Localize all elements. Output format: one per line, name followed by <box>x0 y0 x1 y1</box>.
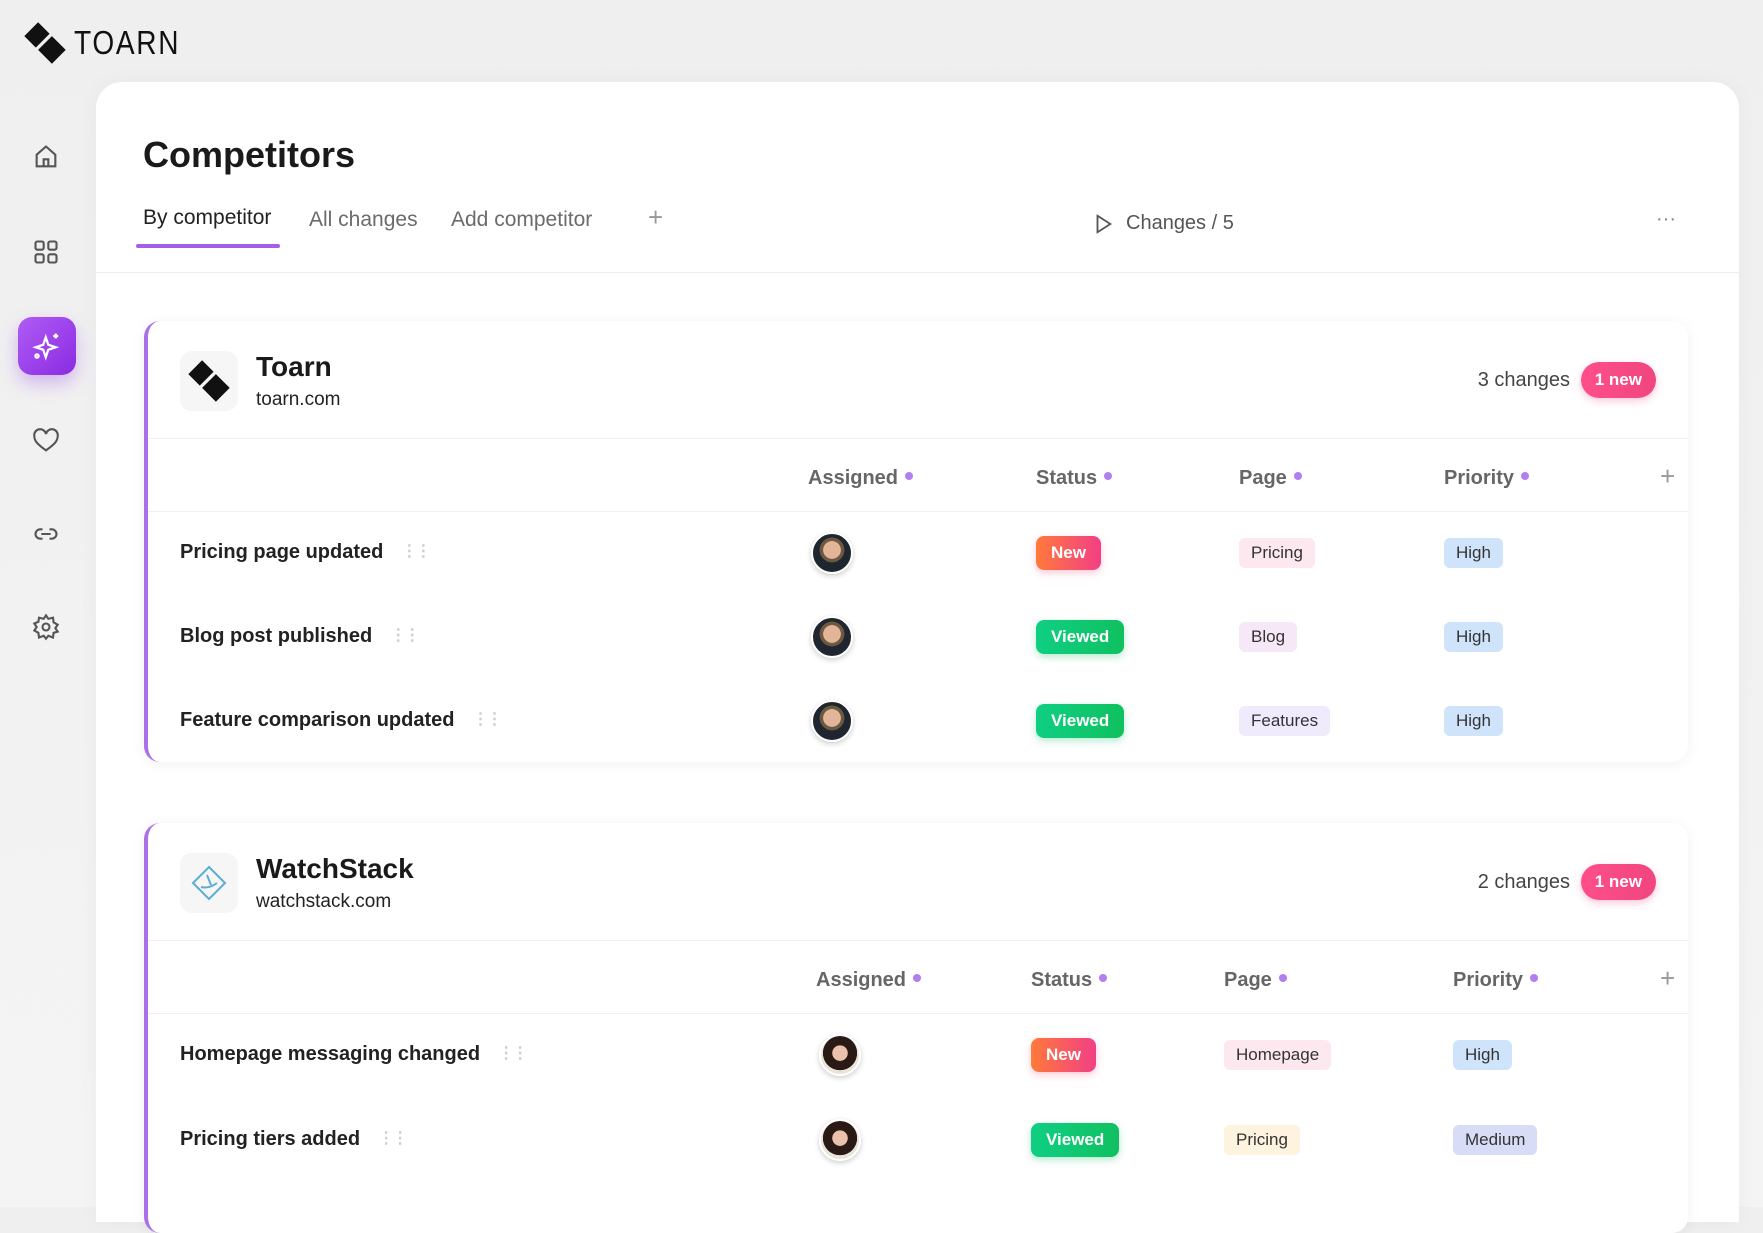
assignee-avatar[interactable] <box>819 1034 861 1076</box>
status-badge[interactable]: Viewed <box>1036 620 1125 654</box>
column-header-page[interactable]: Page <box>1224 969 1287 992</box>
home-icon <box>35 145 57 168</box>
tab-add-competitor[interactable]: Add competitor <box>451 208 593 231</box>
competitor-header[interactable]: WatchStack watchstack.com 2 changes 1 ne… <box>148 823 1688 941</box>
priority-tag[interactable]: High <box>1444 622 1503 652</box>
active-tab-indicator <box>136 244 280 248</box>
competitor-card: Toarn toarn.com 3 changes 1 new Assigned S… <box>144 321 1688 762</box>
changes-player-button[interactable]: Changes / 5 <box>1092 212 1234 235</box>
header-divider <box>148 1013 1688 1014</box>
column-header-priority[interactable]: Priority <box>1444 467 1529 490</box>
add-tab-button[interactable]: + <box>648 202 664 232</box>
competitor-name: Toarn <box>256 351 332 382</box>
drag-handle-icon[interactable]: ⋮⋮ <box>378 1130 408 1147</box>
page-tag[interactable]: Pricing <box>1239 538 1315 568</box>
toarn-logo-icon <box>188 360 230 402</box>
assignee-avatar[interactable] <box>811 700 853 742</box>
drag-handle-icon[interactable]: ⋮⋮ <box>472 711 503 728</box>
priority-tag[interactable]: High <box>1453 1040 1512 1070</box>
assignee-avatar[interactable] <box>819 1119 861 1161</box>
competitor-name: WatchStack <box>256 853 414 884</box>
toarn-logo-icon <box>24 22 66 64</box>
assignee-avatar[interactable] <box>811 616 853 658</box>
main-panel: Competitors By competitor All changes Ad… <box>96 82 1739 1233</box>
link-icon <box>34 528 58 540</box>
change-title-text: Homepage messaging changed <box>180 1043 481 1065</box>
add-column-button[interactable]: + <box>1660 963 1676 993</box>
gear-icon <box>32 613 60 641</box>
drag-handle-icon[interactable]: ⋮⋮ <box>401 543 431 560</box>
assignee-avatar[interactable] <box>811 532 853 574</box>
tab-by-competitor[interactable]: By competitor <box>143 206 272 229</box>
status-badge[interactable]: Viewed <box>1031 1123 1120 1157</box>
change-title-text: Feature comparison updated <box>180 709 455 731</box>
sidebar-item-links[interactable] <box>22 510 70 558</box>
column-header-status[interactable]: Status <box>1036 467 1112 490</box>
add-column-button[interactable]: + <box>1660 461 1676 491</box>
column-header-page[interactable]: Page <box>1239 467 1302 490</box>
competitor-logo <box>180 853 238 913</box>
competitor-domain: toarn.com <box>256 389 341 410</box>
page-title: Competitors <box>143 134 356 175</box>
heart-icon <box>33 428 59 452</box>
change-row-title[interactable]: Blog post published ⋮⋮ <box>180 625 420 648</box>
competitor-logo <box>180 351 238 411</box>
change-row-title[interactable]: Pricing tiers added ⋮⋮ <box>180 1128 408 1151</box>
status-badge[interactable]: Viewed <box>1036 704 1125 738</box>
status-badge[interactable]: New <box>1036 536 1101 570</box>
priority-tag[interactable]: High <box>1444 706 1503 736</box>
change-row-title[interactable]: Pricing page updated ⋮⋮ <box>180 541 431 564</box>
column-header-assigned[interactable]: Assigned <box>816 969 921 992</box>
change-title-text: Pricing tiers added <box>180 1128 361 1150</box>
page-tag[interactable]: Homepage <box>1224 1040 1332 1070</box>
column-header-status[interactable]: Status <box>1031 969 1107 992</box>
competitor-header[interactable]: Toarn toarn.com 3 changes 1 new <box>148 321 1688 439</box>
drag-handle-icon[interactable]: ⋮⋮ <box>390 627 420 644</box>
watchstack-logo-icon <box>191 865 227 901</box>
changes-counter: Changes / 5 <box>1126 212 1234 234</box>
priority-tag[interactable]: Medium <box>1453 1125 1538 1155</box>
competitor-domain: watchstack.com <box>256 891 392 912</box>
change-title-text: Pricing page updated <box>180 541 384 563</box>
sidebar-item-favorites[interactable] <box>22 417 70 465</box>
sidebar-item-settings[interactable] <box>22 603 70 651</box>
status-badge[interactable]: New <box>1031 1038 1096 1072</box>
brand-logo[interactable]: TOARN <box>22 20 199 66</box>
new-badge: 1 new <box>1580 864 1656 900</box>
tab-all-changes[interactable]: All changes <box>309 208 418 231</box>
sparkle-icon <box>32 333 60 361</box>
change-row-title[interactable]: Feature comparison updated ⋮⋮ <box>180 709 503 732</box>
change-row-title[interactable]: Homepage messaging changed ⋮⋮ <box>180 1043 528 1066</box>
priority-tag[interactable]: High <box>1444 538 1503 568</box>
change-title-text: Blog post published <box>180 625 373 647</box>
change-count: 3 changes <box>1477 369 1570 391</box>
brand-name: TOARN <box>74 24 181 61</box>
sidebar-item-dashboard[interactable] <box>22 228 70 276</box>
sidebar-item-competitors[interactable] <box>18 317 76 375</box>
page-tag[interactable]: Pricing <box>1224 1125 1300 1155</box>
column-header-priority[interactable]: Priority <box>1453 969 1538 992</box>
new-badge: 1 new <box>1580 362 1656 398</box>
header-divider <box>148 511 1688 512</box>
column-header-assigned[interactable]: Assigned <box>808 467 913 490</box>
sidebar-item-home[interactable] <box>22 133 70 181</box>
page-tag[interactable]: Features <box>1239 706 1331 736</box>
page-tag[interactable]: Blog <box>1239 622 1298 652</box>
tabs-divider <box>96 272 1739 273</box>
competitor-card: WatchStack watchstack.com 2 changes 1 ne… <box>144 823 1688 1233</box>
grid-icon <box>34 240 58 264</box>
play-icon <box>1096 213 1113 234</box>
more-options-button[interactable]: ··· <box>1656 208 1676 230</box>
change-count: 2 changes <box>1477 871 1570 893</box>
drag-handle-icon[interactable]: ⋮⋮ <box>498 1045 528 1062</box>
